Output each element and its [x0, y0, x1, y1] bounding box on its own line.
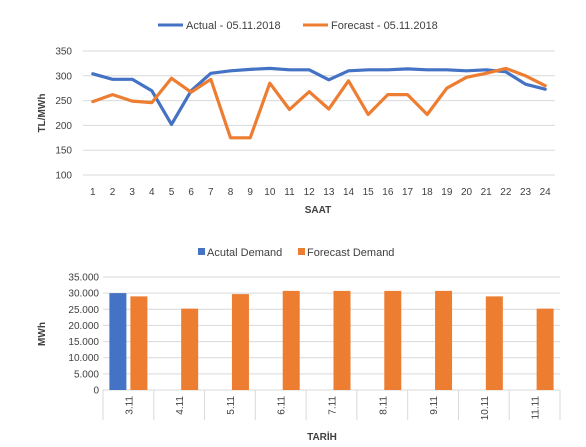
y-tick-label: 150 [55, 146, 72, 157]
y-tick-label: 10.000 [68, 353, 99, 364]
forecast-demand-bar [130, 296, 148, 390]
legend-label-forecast: Forecast - 05.11.2018 [331, 20, 438, 32]
x-tick-label: 18 [422, 187, 434, 198]
x-tick-label: 9.11 [429, 396, 440, 415]
x-tick-label: 20 [461, 187, 473, 198]
forecast-demand-bar [181, 308, 199, 390]
actual-series-line [91, 66, 547, 126]
y-tick-label: 35.000 [68, 273, 99, 284]
x-tick-label: 8 [228, 187, 234, 198]
bar-chart: Acutal Demand Forecast Demand 0 5.000 10.0… [37, 247, 561, 443]
x-tick-label: 16 [382, 187, 394, 198]
y-tick-label: 0 [93, 386, 99, 397]
y-tick-label: 200 [55, 121, 72, 132]
x-tick-label: 10.11 [480, 396, 491, 421]
y-tick-label: 25.000 [68, 305, 99, 316]
x-tick-label: 3.11 [124, 396, 135, 415]
x-tick-label: 7.11 [328, 396, 339, 415]
x-tick-label: 6 [188, 187, 194, 198]
bar-chart-y-axis-title: MWh [37, 322, 48, 346]
x-tick-label: 10 [264, 187, 276, 198]
x-tick-label: 4 [149, 187, 155, 198]
forecast-demand-bar [485, 296, 503, 390]
x-tick-label: 1 [90, 187, 96, 198]
x-tick-label: 8.11 [378, 396, 389, 415]
line-chart-y-axis-title: TL/MWh [37, 94, 48, 133]
legend-label-actual: Actual - 05.11.2018 [186, 20, 281, 32]
x-tick-label: 22 [500, 187, 512, 198]
line-chart-x-axis-title: SAAT [305, 205, 331, 216]
legend-swatch-actual-demand [198, 248, 205, 255]
x-tick-label: 2 [110, 187, 116, 198]
x-tick-label: 11 [284, 187, 295, 198]
x-tick-label: 3 [129, 187, 135, 198]
actual-demand-bar [109, 293, 127, 390]
x-tick-label: 21 [481, 187, 493, 198]
x-tick-label: 13 [323, 187, 335, 198]
forecast-series-line [91, 66, 547, 140]
forecast-demand-bar [536, 308, 554, 390]
forecast-demand-bar [231, 294, 249, 390]
legend-label-forecast-demand: Forecast Demand [307, 247, 394, 259]
legend-swatch-forecast-demand [298, 248, 305, 255]
x-tick-label: 24 [540, 187, 552, 198]
forecast-demand-bar [435, 290, 453, 390]
x-tick-label: 5.11 [226, 396, 237, 415]
x-tick-label: 7 [208, 187, 214, 198]
x-tick-label: 15 [363, 187, 375, 198]
x-tick-label: 11.11 [531, 396, 542, 420]
x-tick-label: 5 [169, 187, 175, 198]
line-chart-legend: Actual - 05.11.2018 Forecast - 05.11.201… [158, 20, 438, 32]
x-tick-label: 19 [441, 187, 453, 198]
x-tick-label: 23 [520, 187, 532, 198]
y-tick-label: 15.000 [68, 337, 99, 348]
x-tick-label: 14 [343, 187, 355, 198]
x-tick-label: 9 [247, 187, 253, 198]
x-tick-label: 12 [304, 187, 316, 198]
y-tick-label: 5.000 [74, 369, 99, 380]
legend-label-actual-demand: Acutal Demand [207, 247, 282, 259]
x-tick-label: 17 [402, 187, 414, 198]
forecast-demand-bar [384, 290, 402, 390]
bar-chart-legend: Acutal Demand Forecast Demand [198, 247, 394, 259]
forecast-demand-bar [333, 290, 351, 390]
y-tick-label: 100 [55, 171, 72, 182]
x-tick-label: 6.11 [277, 396, 288, 415]
y-tick-label: 30.000 [68, 289, 99, 300]
y-tick-label: 350 [55, 47, 72, 58]
line-chart: Actual - 05.11.2018 Forecast - 05.11.201… [37, 20, 555, 216]
y-tick-label: 300 [55, 71, 72, 82]
y-tick-label: 250 [55, 96, 72, 107]
forecast-demand-bar [282, 290, 300, 390]
x-tick-label: 4.11 [175, 396, 186, 415]
bar-chart-x-axis-title: TARİH [307, 430, 337, 443]
y-tick-label: 20.000 [68, 321, 99, 332]
